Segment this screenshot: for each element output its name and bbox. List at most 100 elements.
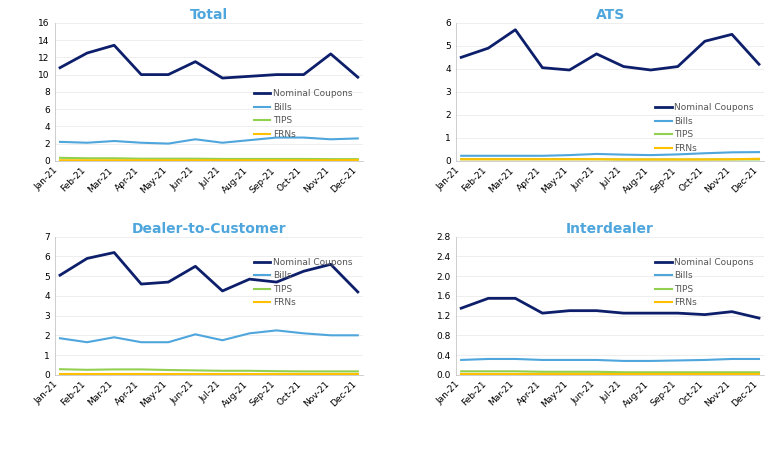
Title: Interdealer: Interdealer bbox=[566, 222, 654, 235]
Nominal Coupons bbox=[245, 74, 254, 79]
Bills bbox=[218, 140, 227, 145]
Nominal Coupons bbox=[484, 296, 493, 301]
Bills bbox=[456, 357, 466, 363]
Bills bbox=[700, 357, 710, 363]
Bills bbox=[619, 358, 629, 364]
FRNs bbox=[727, 371, 736, 377]
Bills bbox=[754, 356, 764, 361]
Nominal Coupons bbox=[109, 43, 119, 48]
Bills bbox=[565, 152, 574, 158]
FRNs bbox=[754, 156, 764, 161]
Bills bbox=[592, 357, 601, 363]
Bills bbox=[646, 152, 655, 158]
FRNs bbox=[83, 158, 92, 163]
Nominal Coupons bbox=[700, 312, 710, 317]
Nominal Coupons bbox=[272, 279, 282, 285]
Legend: Nominal Coupons, Bills, TIPS, FRNs: Nominal Coupons, Bills, TIPS, FRNs bbox=[254, 258, 353, 308]
Nominal Coupons bbox=[700, 38, 710, 44]
TIPS bbox=[136, 156, 146, 161]
Bills bbox=[109, 138, 119, 144]
FRNs bbox=[326, 158, 335, 163]
Bills bbox=[326, 137, 335, 142]
FRNs bbox=[484, 156, 493, 162]
Line: TIPS: TIPS bbox=[60, 369, 358, 372]
Nominal Coupons bbox=[565, 308, 574, 314]
TIPS bbox=[484, 368, 493, 374]
Bills bbox=[484, 356, 493, 361]
FRNs bbox=[164, 158, 173, 163]
Nominal Coupons bbox=[164, 279, 173, 285]
Nominal Coupons bbox=[673, 64, 682, 69]
Line: Bills: Bills bbox=[60, 330, 358, 342]
Nominal Coupons bbox=[190, 59, 200, 64]
FRNs bbox=[299, 371, 308, 376]
Nominal Coupons bbox=[299, 269, 308, 274]
FRNs bbox=[136, 371, 146, 376]
TIPS bbox=[245, 156, 254, 162]
FRNs bbox=[700, 157, 710, 162]
Nominal Coupons bbox=[592, 308, 601, 314]
FRNs bbox=[619, 157, 629, 162]
Bills bbox=[299, 330, 308, 336]
Bills bbox=[245, 138, 254, 143]
Nominal Coupons bbox=[136, 282, 146, 287]
Bills bbox=[619, 152, 629, 157]
TIPS bbox=[700, 157, 710, 162]
Bills bbox=[83, 140, 92, 145]
Bills bbox=[353, 333, 363, 338]
Nominal Coupons bbox=[164, 72, 173, 77]
TIPS bbox=[592, 369, 601, 375]
FRNs bbox=[218, 371, 227, 376]
FRNs bbox=[245, 158, 254, 163]
TIPS bbox=[700, 370, 710, 375]
Nominal Coupons bbox=[511, 296, 520, 301]
FRNs bbox=[592, 371, 601, 377]
Line: Nominal Coupons: Nominal Coupons bbox=[461, 298, 759, 318]
TIPS bbox=[565, 156, 574, 162]
Bills bbox=[727, 149, 736, 155]
Nominal Coupons bbox=[619, 64, 629, 69]
Legend: Nominal Coupons, Bills, TIPS, FRNs: Nominal Coupons, Bills, TIPS, FRNs bbox=[254, 90, 353, 139]
TIPS bbox=[55, 367, 65, 372]
TIPS bbox=[190, 156, 200, 161]
TIPS bbox=[727, 370, 736, 375]
FRNs bbox=[55, 371, 65, 376]
Nominal Coupons bbox=[353, 74, 363, 80]
Bills bbox=[511, 356, 520, 361]
Line: TIPS: TIPS bbox=[461, 371, 759, 372]
Nominal Coupons bbox=[592, 51, 601, 57]
Nominal Coupons bbox=[109, 250, 119, 255]
TIPS bbox=[245, 368, 254, 373]
Nominal Coupons bbox=[456, 54, 466, 60]
FRNs bbox=[619, 371, 629, 377]
TIPS bbox=[727, 157, 736, 162]
FRNs bbox=[673, 371, 682, 377]
Bills bbox=[83, 340, 92, 345]
TIPS bbox=[299, 156, 308, 162]
Nominal Coupons bbox=[299, 72, 308, 77]
Line: Bills: Bills bbox=[461, 152, 759, 156]
Bills bbox=[218, 338, 227, 343]
TIPS bbox=[353, 156, 363, 162]
Nominal Coupons bbox=[326, 51, 335, 57]
TIPS bbox=[326, 156, 335, 162]
Title: ATS: ATS bbox=[595, 8, 625, 21]
FRNs bbox=[537, 371, 547, 377]
Nominal Coupons bbox=[619, 310, 629, 316]
FRNs bbox=[164, 371, 173, 376]
FRNs bbox=[646, 157, 655, 162]
TIPS bbox=[109, 155, 119, 161]
Nominal Coupons bbox=[727, 309, 736, 314]
FRNs bbox=[218, 158, 227, 163]
FRNs bbox=[646, 371, 655, 377]
Bills bbox=[55, 139, 65, 144]
Bills bbox=[164, 340, 173, 345]
TIPS bbox=[592, 156, 601, 162]
FRNs bbox=[537, 156, 547, 162]
Bills bbox=[353, 136, 363, 141]
FRNs bbox=[326, 371, 335, 376]
TIPS bbox=[484, 156, 493, 162]
Bills bbox=[164, 141, 173, 146]
FRNs bbox=[190, 371, 200, 376]
Bills bbox=[190, 137, 200, 142]
